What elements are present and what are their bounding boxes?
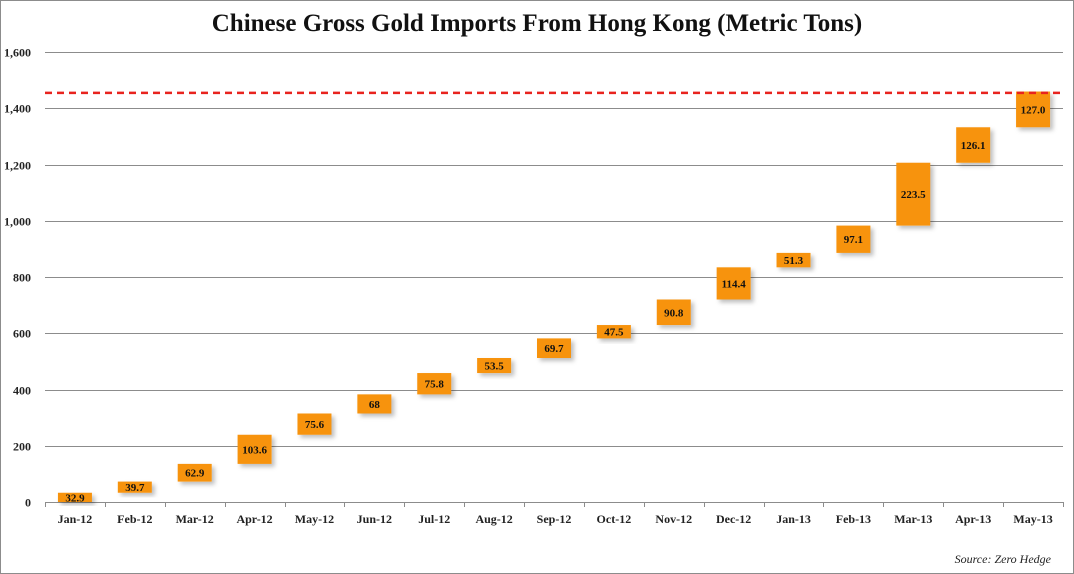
x-tick-label: Apr-12 xyxy=(236,512,272,526)
source-note: Source: Zero Hedge xyxy=(954,552,1051,566)
x-tick-label: Apr-13 xyxy=(955,512,991,526)
data-label: 62.9 xyxy=(185,468,205,480)
bar xyxy=(417,373,452,395)
bar xyxy=(716,267,751,300)
x-tick-label: Feb-12 xyxy=(117,512,152,526)
chart-title: Chinese Gross Gold Imports From Hong Kon… xyxy=(211,10,863,37)
bars xyxy=(57,91,1051,502)
x-tick-label: Feb-13 xyxy=(836,512,871,526)
data-label: 75.8 xyxy=(425,379,445,391)
tick-labels: 0 200 400 600 800 1,000 1,200 1,400 1,600 Jan-12 F… xyxy=(4,46,1053,527)
bar xyxy=(836,225,871,253)
x-tick-label: Nov-12 xyxy=(655,512,692,526)
y-tick-label: 800 xyxy=(13,271,31,285)
x-tick-label: Jan-12 xyxy=(58,512,93,526)
x-tick-label: Oct-12 xyxy=(597,512,632,526)
x-tick-label: Mar-13 xyxy=(894,512,932,526)
bar xyxy=(956,127,991,163)
data-label: 68 xyxy=(369,399,381,411)
data-label: 97.1 xyxy=(844,234,863,246)
data-labels: 32.9 39.7 62.9 103.6 75.6 68 75.8 53.5 69.7 47.5 9… xyxy=(65,104,1046,504)
bar xyxy=(656,299,691,326)
x-tick-label: Jul-12 xyxy=(418,512,450,526)
y-tick-label: 1,600 xyxy=(4,46,31,60)
data-label: 51.3 xyxy=(784,255,804,267)
data-label: 90.8 xyxy=(664,307,684,319)
x-tick-label: Jan-13 xyxy=(776,512,811,526)
bar xyxy=(297,413,332,435)
bar xyxy=(477,358,512,374)
data-label: 127.0 xyxy=(1021,104,1046,116)
data-label: 47.5 xyxy=(604,327,624,339)
x-tick-label: Jun-12 xyxy=(357,512,392,526)
x-tick-label: Mar-12 xyxy=(176,512,214,526)
data-label: 103.6 xyxy=(242,444,267,456)
y-tick-label: 1,000 xyxy=(4,215,31,229)
bar xyxy=(1016,91,1051,128)
y-tick-label: 600 xyxy=(13,327,31,341)
data-label: 69.7 xyxy=(544,343,564,355)
x-tick-label: May-13 xyxy=(1013,512,1052,526)
bar xyxy=(896,162,931,226)
data-label: 114.4 xyxy=(722,278,747,290)
y-tick-label: 400 xyxy=(13,384,31,398)
x-tick-label: May-12 xyxy=(295,512,334,526)
x-tick-label: Aug-12 xyxy=(475,512,512,526)
gridlines xyxy=(45,52,1063,447)
y-tick-label: 1,400 xyxy=(4,102,31,116)
x-tick-label: Dec-12 xyxy=(716,512,751,526)
axes xyxy=(45,502,1064,507)
bar xyxy=(117,481,152,493)
data-label: 75.6 xyxy=(305,419,325,431)
y-tick-label: 200 xyxy=(13,440,31,454)
y-tick-label: 1,200 xyxy=(4,159,31,173)
data-label: 53.5 xyxy=(484,361,504,373)
data-label: 223.5 xyxy=(901,189,926,201)
bar xyxy=(57,492,92,502)
bar xyxy=(776,252,811,268)
data-label: 32.9 xyxy=(65,492,85,504)
data-label: 39.7 xyxy=(125,482,145,494)
x-tick-label: Sep-12 xyxy=(537,512,572,526)
bar xyxy=(177,463,212,482)
bar xyxy=(596,325,631,339)
bar xyxy=(537,338,571,358)
y-tick-label: 0 xyxy=(25,496,31,510)
data-label: 126.1 xyxy=(961,140,986,152)
bar xyxy=(237,434,272,464)
bar xyxy=(357,394,392,414)
